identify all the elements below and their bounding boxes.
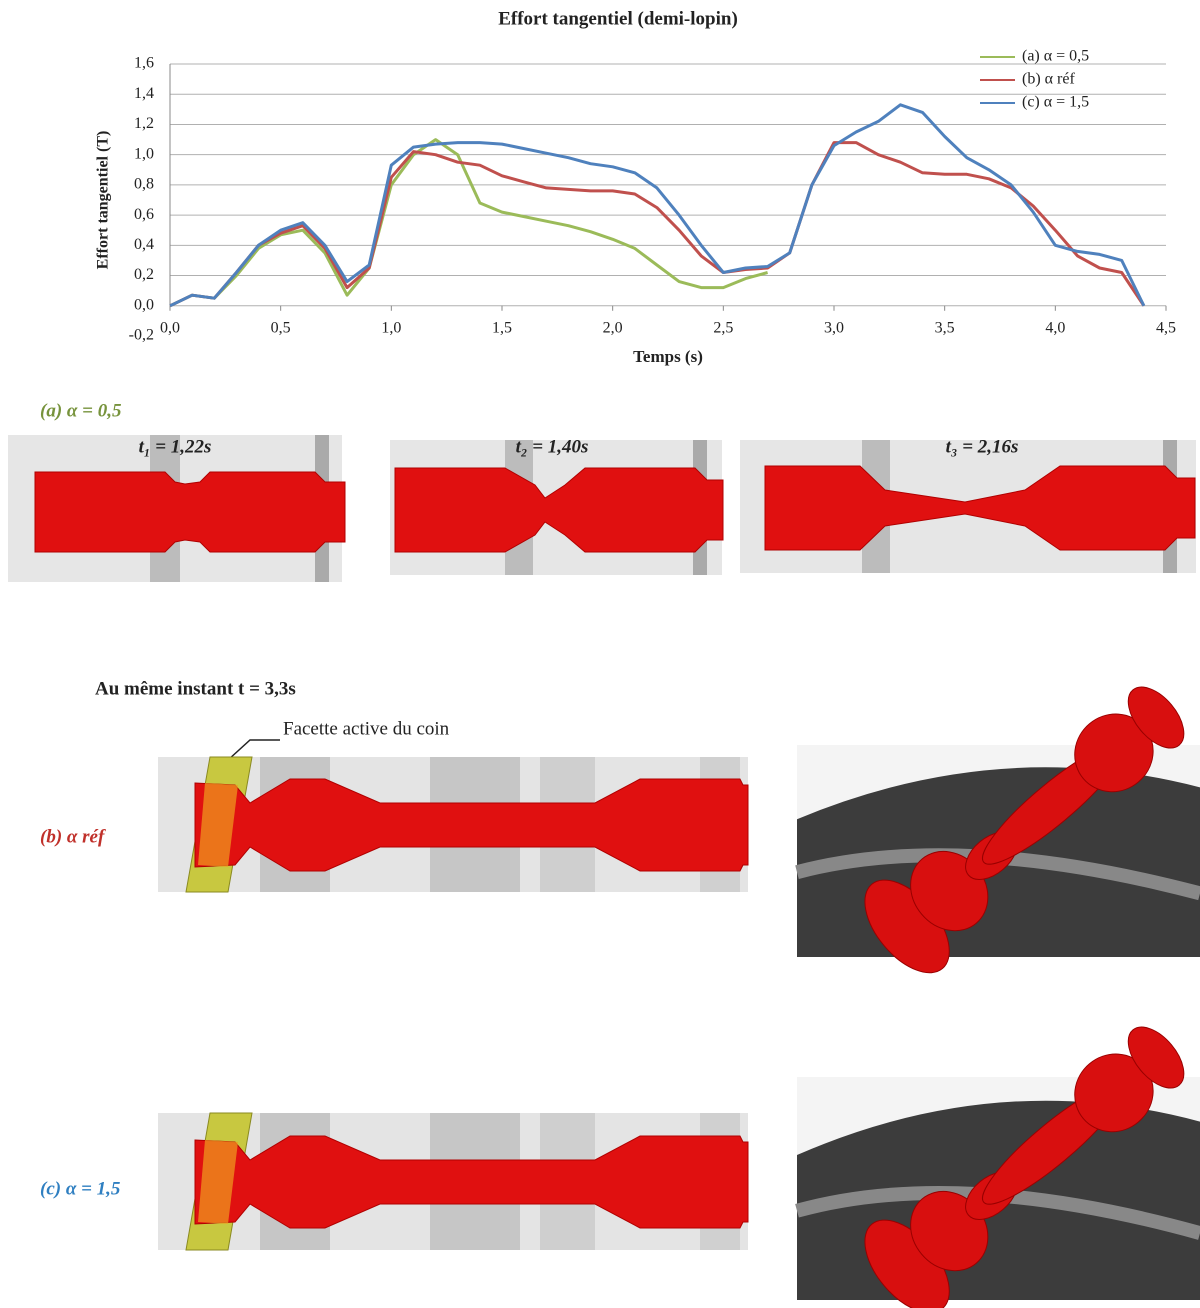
same-instant-label: Au même instant t = 3,3s [95, 678, 296, 699]
time-label: t₁ = 1,22s [139, 436, 212, 457]
time-label: t₂ = 1,40s [516, 436, 589, 457]
legend-label: (b) α réf [1022, 71, 1075, 88]
workpiece-3d [864, 1026, 1185, 1308]
y-tick-label: 1,0 [134, 145, 154, 162]
y-tick-label: -0,2 [129, 327, 154, 344]
facet-label: Facette active du coin [283, 718, 450, 739]
workpiece [764, 465, 1196, 551]
x-tick-label: 3,0 [824, 320, 844, 337]
panel-a-label: (a) α = 0,5 [40, 400, 122, 421]
x-tick-label: 1,5 [492, 320, 512, 337]
y-tick-label: 0,4 [134, 236, 154, 253]
workpiece [194, 1135, 749, 1229]
x-tick-label: 0,5 [271, 320, 291, 337]
y-tick-label: 0,6 [134, 206, 154, 223]
x-tick-label: 2,5 [713, 320, 733, 337]
x-axis-label: Temps (s) [633, 347, 703, 366]
y-axis-label: Effort tangentiel (T) [95, 131, 112, 270]
active-facet [198, 1140, 238, 1224]
y-tick-label: 0,8 [134, 176, 154, 193]
panel-b-label: (b) α réf [40, 826, 106, 847]
series-line [169, 141, 1146, 308]
time-label: t₃ = 2,16s [946, 436, 1019, 457]
x-tick-label: 1,0 [381, 320, 401, 337]
series-line [169, 103, 1146, 308]
legend-label: (a) α = 0,5 [1022, 48, 1089, 65]
workpiece [394, 467, 724, 553]
x-tick-label: 3,5 [935, 320, 955, 337]
leader-line [227, 739, 280, 761]
workpiece-3d [864, 686, 1185, 974]
x-tick-label: 4,5 [1156, 320, 1176, 337]
workpiece-part [1127, 686, 1185, 749]
y-tick-label: 0,2 [134, 266, 154, 283]
y-tick-label: 1,2 [134, 115, 154, 132]
y-tick-label: 1,6 [134, 55, 154, 72]
x-tick-label: 4,0 [1045, 320, 1065, 337]
panel-c-label: (c) α = 1,5 [40, 1178, 121, 1199]
legend-label: (c) α = 1,5 [1022, 94, 1089, 111]
workpiece-part [1127, 1026, 1185, 1089]
series-line [169, 138, 768, 308]
y-tick-label: 1,4 [134, 85, 154, 102]
x-tick-label: 2,0 [603, 320, 623, 337]
x-tick-label: 0,0 [160, 320, 180, 337]
chart-title: Effort tangentiel (demi-lopin) [498, 8, 738, 29]
active-facet [198, 783, 238, 867]
workpiece [34, 471, 346, 553]
workpiece [194, 778, 749, 872]
y-tick-label: 0,0 [134, 296, 154, 313]
